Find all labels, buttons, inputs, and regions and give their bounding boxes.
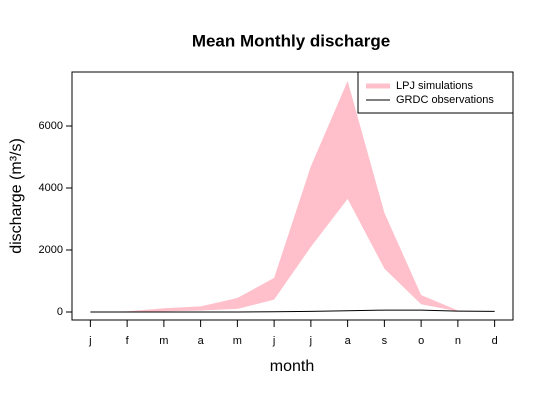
legend-label: LPJ simulations xyxy=(396,80,474,92)
chart-title: Mean Monthly discharge xyxy=(192,31,390,50)
x-tick-label: f xyxy=(126,335,130,347)
plot-frame xyxy=(71,71,514,321)
x-axis-label: month xyxy=(270,358,314,375)
x-tick-label: j xyxy=(88,335,91,347)
x-tick-label: a xyxy=(198,335,205,347)
x-tick-label: d xyxy=(492,335,498,347)
x-tick-label: n xyxy=(455,335,461,347)
x-tick-label: j xyxy=(272,335,275,347)
y-tick-label: 0 xyxy=(57,306,63,318)
legend: LPJ simulations GRDC observations xyxy=(357,71,514,114)
x-tick-label: j xyxy=(309,335,312,347)
y-tick-label: 6000 xyxy=(39,120,63,132)
y-tick-label: 2000 xyxy=(39,244,63,256)
x-tick-label: o xyxy=(418,335,424,347)
observation-line xyxy=(90,309,495,313)
x-tick-label: s xyxy=(382,335,388,347)
simulation-band xyxy=(90,81,495,313)
legend-label: GRDC observations xyxy=(396,94,494,106)
x-tick-label: a xyxy=(345,335,352,347)
legend-box xyxy=(357,71,514,114)
x-tick-label: m xyxy=(233,335,242,347)
y-axis-label: discharge (m³/s) xyxy=(8,138,25,254)
y-tick-label: 4000 xyxy=(39,182,63,194)
x-tick-label: m xyxy=(159,335,168,347)
